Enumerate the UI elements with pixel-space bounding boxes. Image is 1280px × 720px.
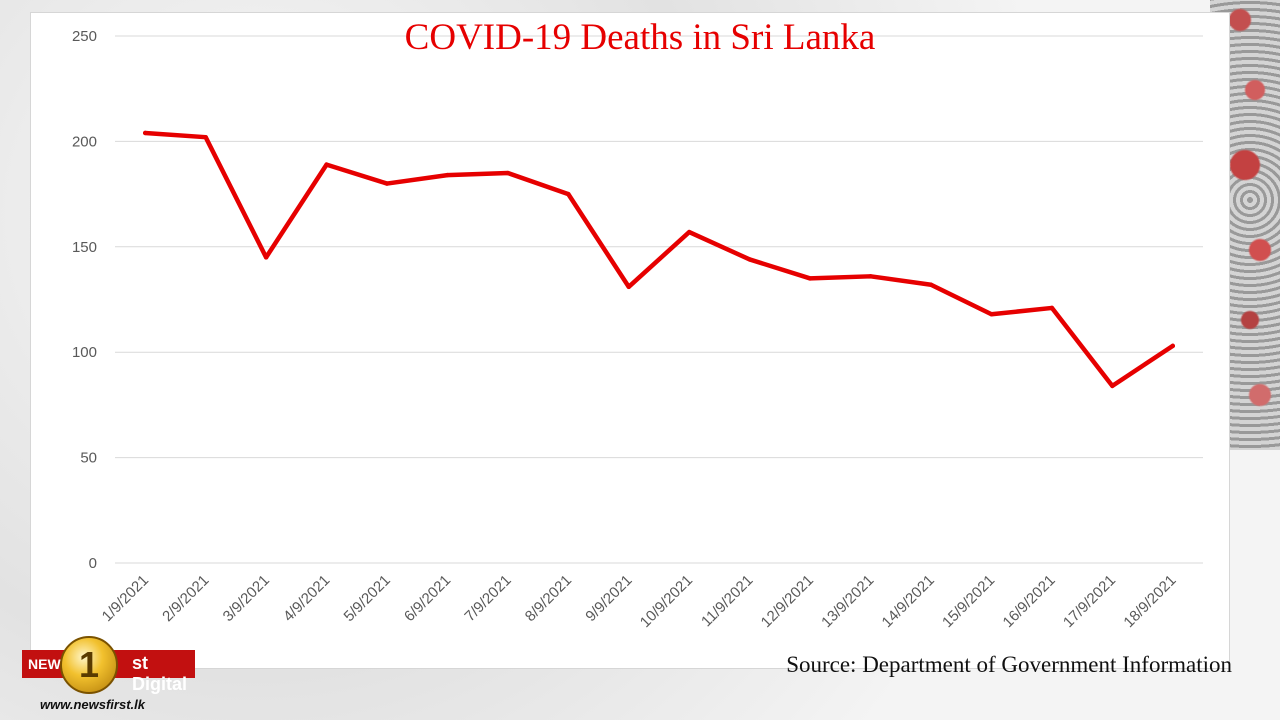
x-tick-label: 8/9/2021 [522,572,575,625]
logo-one-text: 1 [78,644,100,685]
x-tick-label: 15/9/2021 [939,572,998,631]
data-point [989,312,994,317]
x-tick-label: 12/9/2021 [758,572,817,631]
x-tick-label: 9/9/2021 [582,572,635,625]
data-point [505,170,511,176]
x-tick-label: 3/9/2021 [220,572,273,625]
y-tick-label: 0 [89,555,97,572]
data-point [143,130,148,136]
y-tick-label: 250 [72,28,97,45]
x-tick-label: 5/9/2021 [341,572,394,625]
x-tick-label: 13/9/2021 [818,572,877,631]
data-point [445,172,450,178]
x-tick-label: 2/9/2021 [159,572,212,625]
y-tick-label: 100 [72,344,97,361]
data-point [626,284,631,290]
x-tick-label: 11/9/2021 [698,572,756,630]
x-tick-label: 4/9/2021 [280,572,333,625]
data-point [807,276,813,281]
data-point [566,191,571,197]
chart-title: COVID-19 Deaths in Sri Lanka [404,17,876,58]
x-tick-label: 7/9/2021 [461,572,514,625]
data-point [1049,305,1055,311]
source-note: Source: Department of Government Informa… [786,652,1232,677]
logo-one-badge: 1 [60,636,118,694]
data-point [384,181,390,186]
x-tick-label: 14/9/2021 [879,572,938,631]
data-point [324,162,329,167]
logo-news-text: NEWS [28,656,70,672]
data-point [263,255,269,260]
data-point [1110,383,1115,389]
data-point [747,257,752,262]
y-tick-label: 150 [72,239,97,256]
data-point [687,229,692,235]
x-tick-label: 18/9/2021 [1120,572,1179,631]
x-tick-label: 10/9/2021 [637,572,696,631]
y-tick-label: 200 [72,133,97,150]
logo-digital-text: st Digital [132,653,188,694]
y-tick-label: 50 [80,450,97,467]
x-tick-label: 1/9/2021 [99,572,152,625]
data-point [868,274,873,279]
series-line [142,130,1176,389]
data-point [203,134,208,140]
x-tick-label: 17/9/2021 [1060,572,1119,631]
x-tick-label: 6/9/2021 [401,572,454,625]
logo-url: www.newsfirst.lk [40,697,145,712]
data-point [928,282,934,287]
chart-panel [30,12,1230,669]
newsfirst-logo: NEWS st Digital 1 www.newsfirst.lk [22,636,202,716]
x-tick-label: 16/9/2021 [1000,572,1059,631]
data-point [1170,343,1175,349]
